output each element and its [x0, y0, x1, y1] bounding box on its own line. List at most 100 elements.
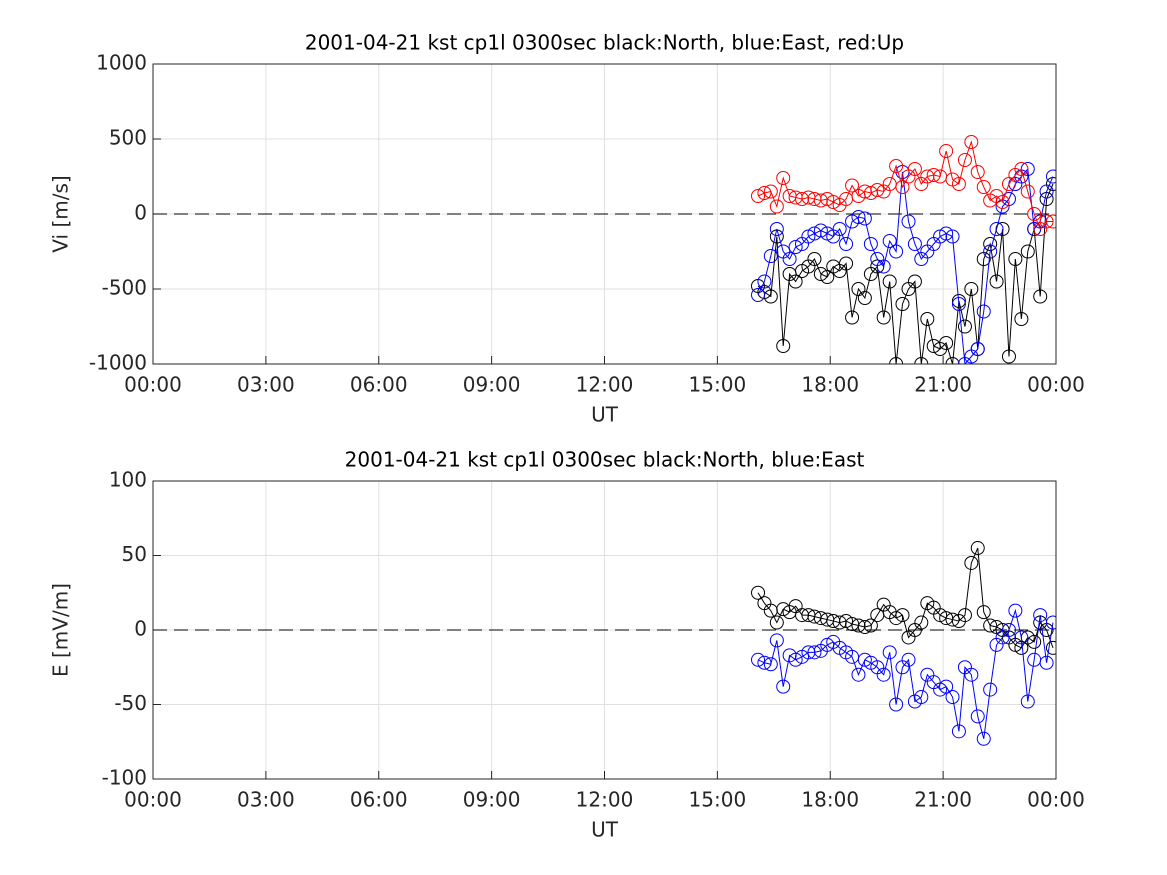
- point-marker: [839, 237, 854, 251]
- point-marker: [788, 240, 803, 254]
- point-marker: [857, 291, 872, 305]
- point-marker: [939, 336, 954, 350]
- x-tick-label: 18:00: [801, 788, 859, 812]
- point-marker: [813, 267, 828, 281]
- x-tick-label: 09:00: [463, 373, 521, 397]
- point-marker: [882, 234, 897, 248]
- point-marker: [882, 645, 897, 660]
- data-layer: [751, 135, 1056, 364]
- point-marker: [901, 652, 916, 667]
- x-tick-label: 00:00: [1027, 373, 1085, 397]
- point-marker: [983, 682, 998, 697]
- point-marker: [876, 310, 891, 325]
- point-marker: [976, 180, 991, 194]
- point-marker: [976, 304, 991, 319]
- y-tick-label: 100: [109, 468, 147, 492]
- point-marker: [751, 189, 766, 203]
- point-marker: [964, 135, 979, 149]
- x-tick-label: 00:00: [124, 373, 182, 397]
- point-marker: [845, 178, 860, 193]
- x-axis-label: UT: [591, 818, 619, 842]
- point-marker: [882, 274, 897, 289]
- point-marker: [1001, 349, 1016, 364]
- point-marker: [945, 229, 960, 244]
- point-marker: [807, 252, 822, 266]
- point-marker: [1039, 655, 1054, 670]
- point-marker: [1001, 623, 1016, 637]
- point-marker: [763, 657, 778, 672]
- point-marker: [945, 357, 960, 364]
- point-marker: [983, 618, 998, 633]
- point-marker: [964, 282, 979, 296]
- x-tick-label: 18:00: [801, 373, 859, 397]
- point-marker: [889, 159, 904, 173]
- point-marker: [951, 724, 966, 739]
- point-marker: [751, 288, 766, 302]
- point-marker: [901, 214, 916, 229]
- point-marker: [964, 555, 979, 570]
- point-marker: [857, 211, 872, 226]
- x-tick-label: 21:00: [914, 788, 972, 812]
- point-marker: [807, 645, 822, 660]
- panel: 00:00 03:00 06:00 09:00 12:00 15:00 18:00 21:00…: [49, 31, 1085, 427]
- x-tick-label: 06:00: [350, 788, 408, 812]
- point-marker: [757, 186, 772, 200]
- point-marker: [895, 297, 910, 311]
- point-marker: [964, 667, 979, 682]
- point-marker: [889, 697, 904, 712]
- point-marker: [832, 222, 847, 236]
- y-axis-label: Vi [m/s]: [49, 175, 73, 252]
- point-marker: [1014, 162, 1029, 176]
- point-marker: [876, 259, 891, 274]
- point-marker: [1020, 244, 1035, 259]
- point-marker: [957, 608, 972, 623]
- x-tick-label: 00:00: [124, 788, 182, 812]
- x-tick-label: 12:00: [576, 788, 634, 812]
- point-marker: [751, 652, 766, 667]
- point-marker: [957, 319, 972, 334]
- point-marker: [870, 183, 885, 197]
- point-marker: [857, 620, 872, 635]
- x-tick-label: 21:00: [914, 373, 972, 397]
- y-tick-label: -100: [102, 766, 147, 790]
- point-marker: [945, 690, 960, 705]
- point-marker: [769, 222, 784, 236]
- point-marker: [914, 357, 929, 364]
- point-marker: [795, 192, 810, 206]
- point-marker: [970, 709, 985, 724]
- point-marker: [757, 274, 772, 289]
- point-marker: [970, 342, 985, 356]
- x-tick-label: 15:00: [689, 373, 747, 397]
- point-marker: [907, 162, 922, 176]
- point-marker: [914, 615, 929, 630]
- point-marker: [782, 252, 797, 266]
- point-marker: [1033, 608, 1048, 623]
- point-marker: [845, 310, 860, 325]
- point-marker: [876, 667, 891, 682]
- point-marker: [951, 177, 966, 191]
- x-tick-label: 03:00: [237, 788, 295, 812]
- point-marker: [907, 237, 922, 251]
- x-tick-label: 15:00: [689, 788, 747, 812]
- point-marker: [889, 611, 904, 626]
- data-layer: [751, 541, 1056, 746]
- axes-box: [152, 480, 1057, 780]
- point-marker: [907, 274, 922, 289]
- point-marker: [776, 679, 791, 694]
- x-tick-label: 06:00: [350, 373, 408, 397]
- y-tick-label: 50: [122, 542, 147, 566]
- point-marker: [769, 633, 784, 648]
- x-tick-label: 00:00: [1027, 788, 1085, 812]
- point-marker: [939, 679, 954, 694]
- chart-title: 2001-04-21 kst cp1l 0300sec black:North,…: [345, 448, 865, 472]
- y-axis-label: E [mV/m]: [49, 583, 73, 677]
- point-marker: [976, 731, 991, 746]
- y-tick-label: -1000: [89, 351, 147, 375]
- point-marker: [839, 256, 854, 271]
- point-marker: [788, 274, 803, 289]
- point-marker: [989, 222, 1004, 236]
- y-tick-label: -500: [102, 276, 147, 300]
- point-marker: [889, 357, 904, 364]
- point-marker: [970, 541, 985, 556]
